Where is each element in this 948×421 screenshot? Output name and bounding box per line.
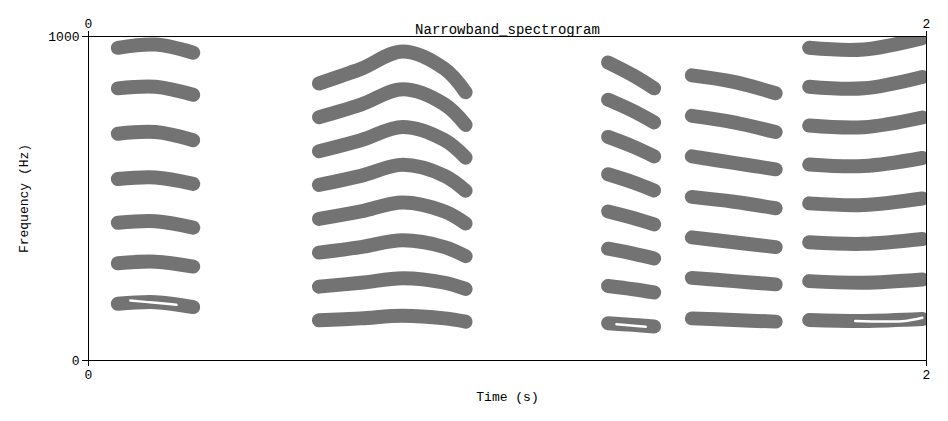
svg-text:1000: 1000: [48, 30, 79, 45]
svg-text:2: 2: [923, 368, 931, 383]
svg-text:Narrowband_spectrogram: Narrowband_spectrogram: [415, 22, 600, 38]
svg-text:0: 0: [72, 354, 80, 369]
svg-text:Time (s): Time (s): [476, 390, 538, 405]
svg-text:0: 0: [85, 368, 93, 383]
svg-text:0: 0: [85, 17, 93, 32]
svg-text:2: 2: [923, 17, 931, 32]
svg-text:Frequency (Hz): Frequency (Hz): [17, 144, 32, 253]
